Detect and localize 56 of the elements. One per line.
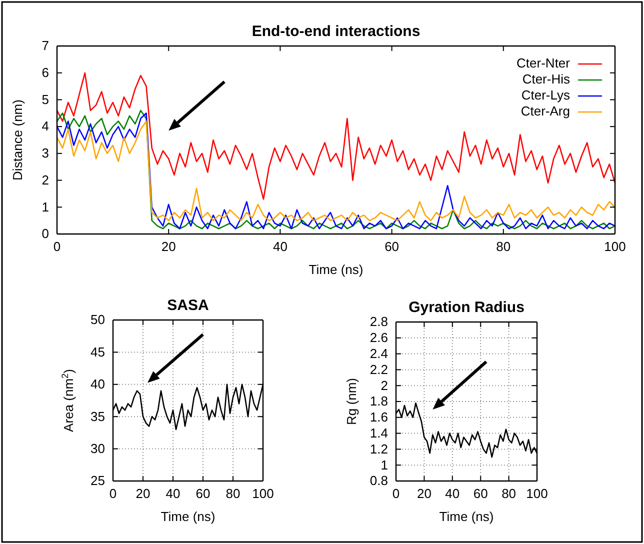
- y-tick-label: 2.2: [370, 362, 388, 377]
- x-tick-label: 60: [473, 486, 488, 502]
- legend-label: Cter-His: [522, 71, 570, 86]
- x-tick-label: 100: [252, 486, 274, 502]
- x-tick-label: 20: [416, 486, 432, 502]
- y-tick-label: 1: [380, 457, 388, 472]
- x-axis-title: Time (ns): [160, 509, 216, 524]
- y-tick-label: 2: [380, 378, 388, 393]
- x-tick-label: 0: [109, 486, 117, 502]
- chart-title: End-to-end interactions: [252, 23, 420, 40]
- x-tick-label: 20: [136, 486, 150, 502]
- x-tick-label: 40: [445, 486, 460, 502]
- legend-label: Cter-Lys: [521, 87, 570, 102]
- y-tick-label: 2.8: [370, 314, 388, 330]
- x-axis-title: Time (ns): [308, 262, 364, 277]
- x-tick-label: 60: [384, 239, 400, 254]
- y-tick-label: 25: [90, 473, 105, 488]
- x-tick-label: 40: [272, 239, 288, 254]
- x-tick-label: 0: [53, 239, 61, 254]
- chart-title: Gyration Radius: [408, 299, 524, 316]
- y-tick-label: 7: [42, 38, 49, 54]
- x-tick-label: 80: [496, 239, 511, 254]
- y-tick-label: 0: [42, 226, 49, 242]
- y-tick-label: 30: [90, 440, 105, 456]
- legend-label: Cter-Nter: [516, 55, 571, 70]
- y-tick-label: 0.8: [370, 473, 388, 488]
- x-tick-label: 80: [502, 486, 516, 502]
- y-axis-title: Distance (nm): [10, 100, 25, 180]
- y-tick-label: 40: [90, 376, 105, 392]
- y-tick-label: 2.4: [370, 346, 388, 361]
- y-axis-title: Rg (nm): [344, 378, 359, 425]
- y-tick-label: 6: [42, 65, 49, 80]
- y-tick-label: 1: [42, 199, 49, 214]
- x-axis-title: Time (ns): [439, 509, 494, 524]
- y-tick-label: 3: [42, 146, 49, 161]
- legend-label: Cter-Arg: [520, 103, 570, 118]
- x-tick-label: 20: [161, 239, 176, 254]
- y-tick-label: 2.6: [370, 330, 388, 346]
- y-tick-label: 1.4: [370, 425, 388, 440]
- chart-title: SASA: [167, 297, 209, 314]
- y-tick-label: 5: [42, 92, 49, 107]
- x-tick-label: 80: [226, 486, 240, 502]
- y-tick-label: 45: [90, 344, 105, 360]
- x-tick-label: 100: [526, 486, 548, 502]
- y-tick-label: 1.8: [370, 394, 388, 409]
- y-tick-label: 4: [42, 118, 49, 134]
- y-tick-label: 35: [90, 408, 105, 424]
- y-tick-label: 1.2: [370, 441, 388, 456]
- line-series: [56, 72, 616, 200]
- x-tick-label: 0: [392, 486, 400, 502]
- y-tick-label: 2: [42, 172, 49, 188]
- x-tick-label: 60: [196, 486, 210, 502]
- y-tick-label: 50: [90, 312, 105, 328]
- y-tick-label: 1.6: [370, 410, 388, 425]
- x-tick-label: 100: [604, 239, 626, 254]
- x-tick-label: 40: [166, 486, 180, 502]
